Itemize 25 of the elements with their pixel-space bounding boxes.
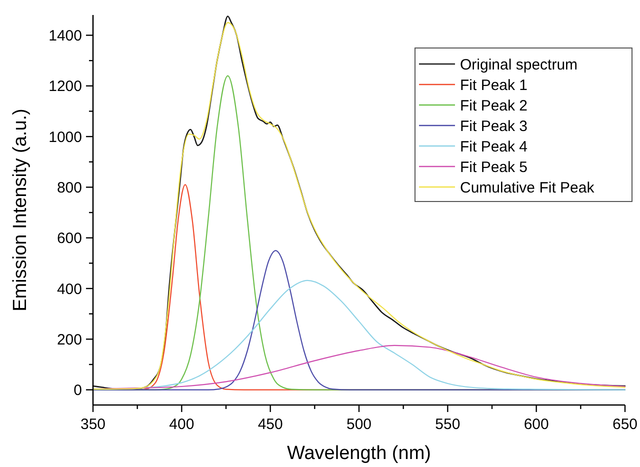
y-axis-title: Emission Intensity (a.u.) (10, 108, 31, 312)
legend-label: Original spectrum (460, 56, 578, 74)
x-axis-title: Wavelength (nm) (287, 443, 431, 464)
x-tick-label: 650 (612, 416, 638, 433)
x-tick-label: 550 (435, 416, 460, 433)
x-tick-label: 350 (80, 416, 106, 433)
legend-label: Fit Peak 5 (460, 158, 528, 176)
legend-label: Fit Peak 1 (460, 76, 528, 94)
y-tick-label: 0 (74, 382, 82, 400)
y-tick-label: 1000 (48, 128, 82, 146)
y-tick-label: 1400 (48, 28, 82, 45)
legend-label: Fit Peak 2 (460, 97, 528, 114)
legend-label: Fit Peak 3 (460, 118, 528, 135)
legend-label: Fit Peak 4 (460, 138, 528, 156)
x-tick-label: 450 (258, 416, 283, 433)
y-tick-label: 400 (56, 280, 82, 298)
x-tick-label: 500 (346, 416, 372, 433)
x-tick-label: 600 (524, 416, 549, 433)
y-tick-label: 600 (56, 230, 82, 248)
y-tick-label: 1200 (48, 78, 82, 96)
legend-label: Cumulative Fit Peak (460, 179, 595, 196)
x-tick-label: 400 (169, 416, 194, 433)
line-series (92, 280, 626, 390)
y-tick-label: 800 (56, 179, 82, 196)
y-tick-label: 200 (56, 331, 82, 348)
